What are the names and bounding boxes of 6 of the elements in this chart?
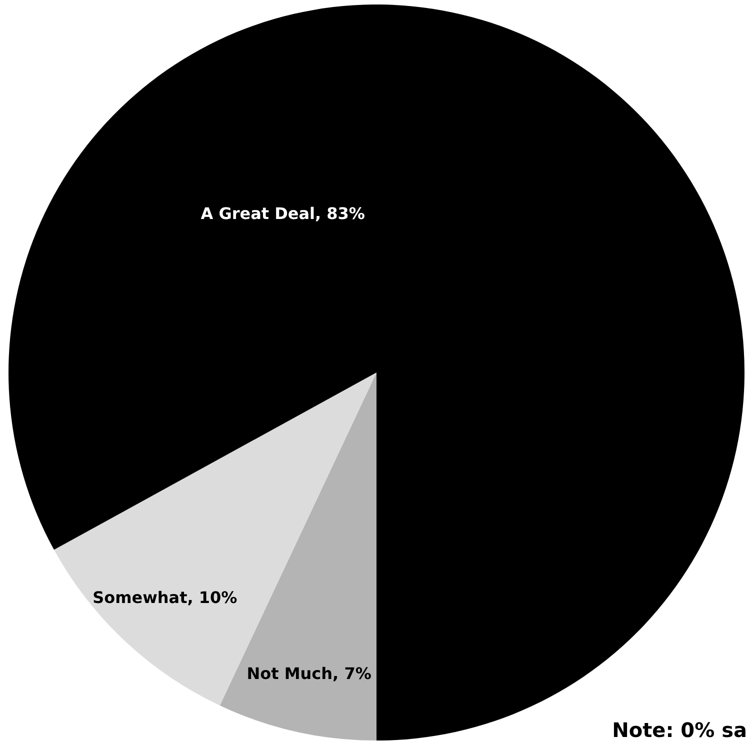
pie-slice bbox=[54, 372, 376, 706]
slice-label: Somewhat, 10% bbox=[92, 588, 238, 607]
slice-label: Not Much, 7% bbox=[246, 664, 372, 684]
pie-slice bbox=[8, 4, 744, 740]
slice-label: A Great Deal, 83% bbox=[200, 204, 365, 224]
text: Note: 0% sa bbox=[612, 718, 747, 742]
